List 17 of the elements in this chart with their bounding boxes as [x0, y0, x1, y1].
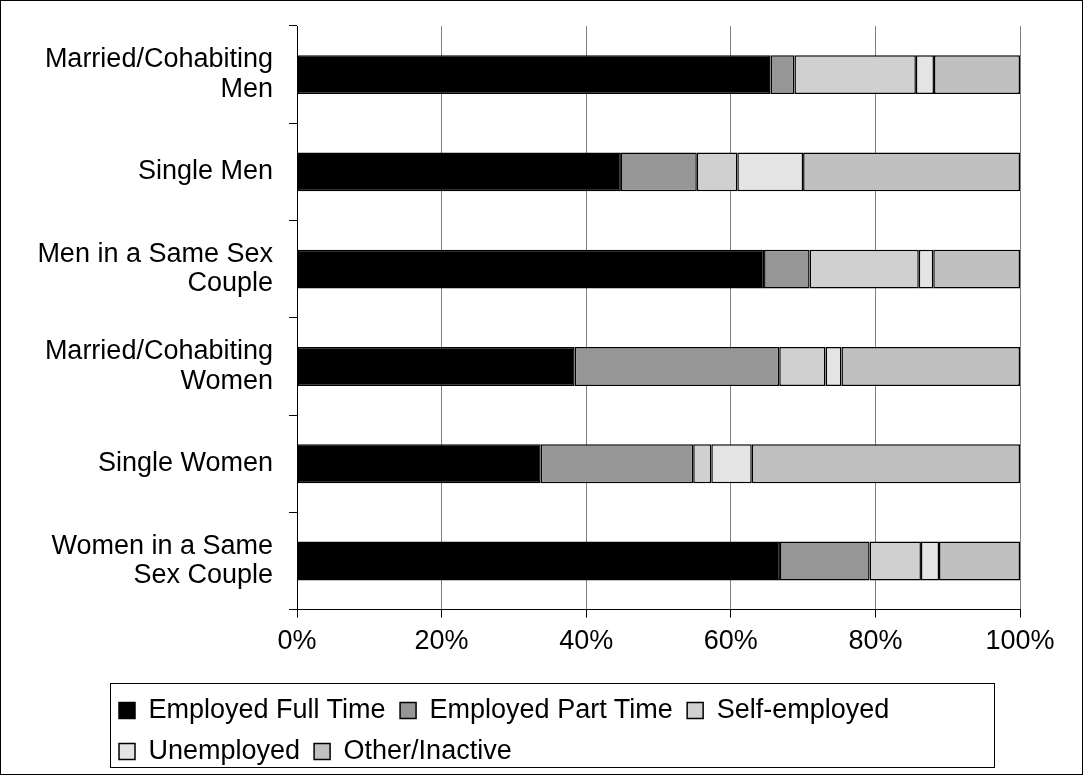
legend-label: Self-employed [716, 693, 890, 724]
x-tick-label: 0% [277, 625, 317, 656]
y-tick-label: Single Women [97, 447, 273, 478]
x-tick-label: 40% [559, 625, 614, 656]
y-tick-label: Women in a Same Sex Couple [51, 529, 273, 590]
y-tick-label: Married/Cohabiting Women [44, 335, 273, 395]
x-tick-label: 20% [414, 625, 469, 656]
x-tick-label: 80% [848, 625, 903, 656]
x-tick-label: 100% [985, 625, 1055, 656]
x-tick-label: 60% [703, 625, 758, 656]
y-tick-label: Married/Cohabiting Men [44, 43, 273, 103]
y-tick-label: Single Men [137, 155, 273, 186]
legend-label: Other/Inactive [343, 734, 512, 765]
legend-label: Employed Full Time [148, 693, 386, 724]
legend-label: Employed Part Time [429, 693, 673, 724]
legend-label: Unemployed [148, 734, 301, 765]
y-tick-label: Men in a Same Sex Couple [37, 237, 274, 298]
